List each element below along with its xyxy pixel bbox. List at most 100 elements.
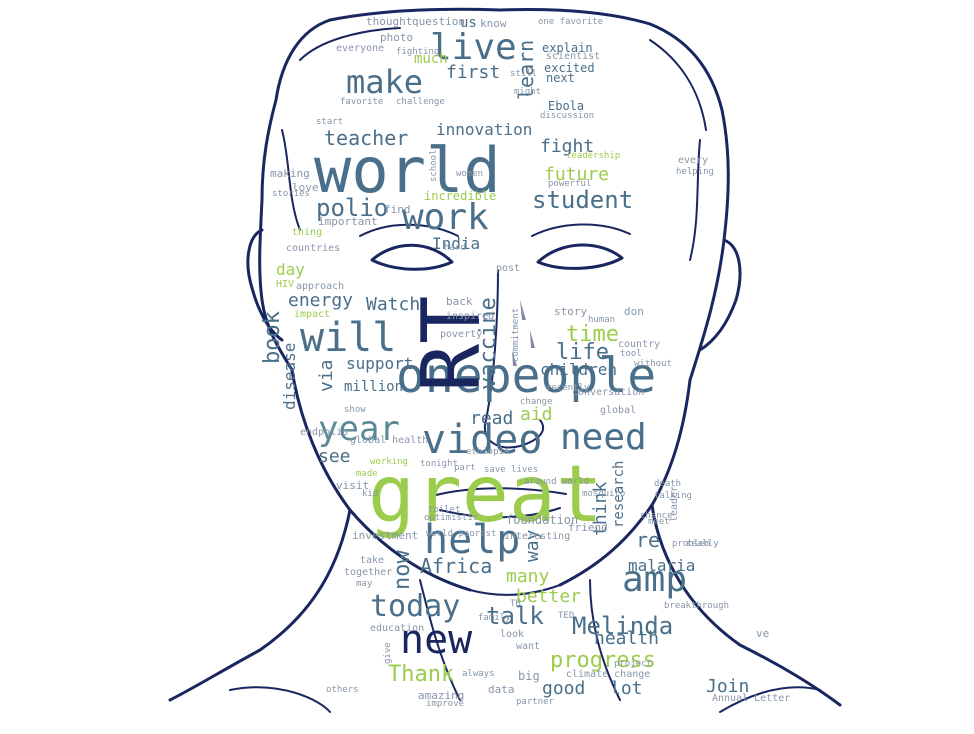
- word-make: make: [346, 63, 424, 101]
- word-toilet: toilet: [428, 505, 461, 515]
- word-innovation: innovation: [436, 120, 533, 139]
- word-endpolio: endpolio: [300, 427, 349, 438]
- word-every: every: [678, 155, 709, 166]
- word-death: death: [654, 479, 682, 489]
- word-disease: disease: [280, 342, 299, 410]
- word-foundation: foundation: [506, 513, 579, 527]
- word-poverty: poverty: [440, 329, 483, 340]
- word-take: take: [360, 555, 385, 566]
- word-interesting: interesting: [504, 531, 571, 542]
- word-photo: photo: [380, 31, 414, 44]
- word-helping: helping: [676, 167, 714, 177]
- word-favorite: favorite: [340, 97, 384, 107]
- word-talking: talking: [654, 491, 692, 501]
- word-new: new: [400, 617, 473, 663]
- word-day: day: [276, 260, 305, 279]
- word-part: part: [454, 463, 476, 473]
- word-working: working: [370, 457, 408, 467]
- word-powerful: powerful: [548, 179, 592, 189]
- word-time: time: [566, 322, 619, 347]
- word-global: global: [600, 405, 637, 416]
- word-first: first: [446, 62, 501, 83]
- word-always: always: [462, 669, 495, 679]
- word-thought: thought: [366, 15, 413, 28]
- word-story: story: [554, 305, 588, 318]
- word-improve: improve: [426, 699, 464, 709]
- word-really: really: [686, 539, 719, 549]
- word-amazing: amazing: [418, 689, 465, 702]
- word-lot: lot: [610, 678, 643, 699]
- word-may: may: [356, 579, 373, 589]
- word-ted: TED: [558, 611, 575, 621]
- word-talk: talk: [486, 602, 544, 630]
- word-live: live: [430, 27, 517, 68]
- word-ethiopia: ethiopia: [466, 447, 510, 457]
- word-million: million: [344, 379, 404, 395]
- word-around-world: around world: [524, 477, 590, 487]
- word-meet: meet: [648, 517, 670, 527]
- word-commitment: commitment: [511, 307, 521, 362]
- word-incredible: incredible: [424, 189, 497, 203]
- word-climate-change: climate change: [566, 669, 651, 680]
- word-love: love: [292, 181, 319, 194]
- word-read: read: [470, 408, 514, 429]
- word-human: human: [588, 315, 616, 325]
- word-world: world: [314, 134, 501, 207]
- word-support: support: [346, 354, 414, 373]
- word-back: back: [446, 295, 473, 308]
- word-discussion: discussion: [540, 111, 595, 121]
- word-impact: impact: [294, 309, 331, 320]
- word-chance: chance: [640, 511, 673, 521]
- word-approach: approach: [296, 281, 345, 292]
- word-annual-letter: Annual Letter: [712, 693, 791, 704]
- word-give: give: [383, 642, 393, 664]
- word-find: find: [384, 203, 411, 216]
- word-important: important: [318, 215, 378, 228]
- word-education: education: [370, 623, 425, 634]
- word-polio: polio: [316, 194, 389, 222]
- word-investment: investment: [352, 529, 419, 542]
- word-future: future: [544, 164, 610, 185]
- word-help: help: [424, 517, 521, 563]
- word-recently: recently: [546, 383, 590, 393]
- word-today: today: [370, 589, 461, 624]
- word-india: India: [432, 234, 481, 253]
- word-excited: excited: [544, 61, 595, 75]
- word-see: see: [318, 446, 351, 467]
- word-mosquito: mosquito: [582, 489, 626, 499]
- word-children: children: [540, 360, 618, 379]
- word-via: via: [316, 359, 337, 392]
- word-global-health: global health: [350, 435, 429, 446]
- word-tool: tool: [620, 349, 642, 359]
- word-countries: countries: [286, 243, 341, 254]
- word-thank: Thank: [388, 662, 455, 687]
- word-one-favorite: one favorite: [538, 17, 604, 27]
- word-look: look: [500, 629, 525, 640]
- word-don: don: [624, 305, 644, 318]
- word-will: will: [300, 315, 397, 361]
- word-scientist: scientist: [546, 51, 601, 62]
- word-hiv: HIV: [276, 279, 295, 290]
- word-much: much: [414, 51, 448, 67]
- word-partner: partner: [516, 697, 554, 707]
- word-visit: visit: [336, 479, 370, 492]
- word-women: women: [456, 169, 484, 179]
- word-problem: problem: [672, 539, 710, 549]
- word-question: question: [412, 15, 465, 28]
- word-thing: thing: [292, 227, 323, 238]
- word-leadership: leadership: [566, 151, 621, 161]
- word-progress: progress: [550, 648, 656, 673]
- word-friend: friend: [568, 521, 608, 534]
- word-next: next: [546, 71, 575, 85]
- word-re: re: [636, 528, 661, 552]
- word-together: together: [344, 567, 393, 578]
- word-post: post: [496, 263, 521, 274]
- word-made: made: [356, 469, 378, 479]
- word-now: now: [390, 550, 415, 590]
- word-others: others: [326, 685, 359, 695]
- word-video: video: [422, 417, 543, 463]
- word-need: need: [560, 417, 647, 458]
- word-work: work: [402, 197, 489, 238]
